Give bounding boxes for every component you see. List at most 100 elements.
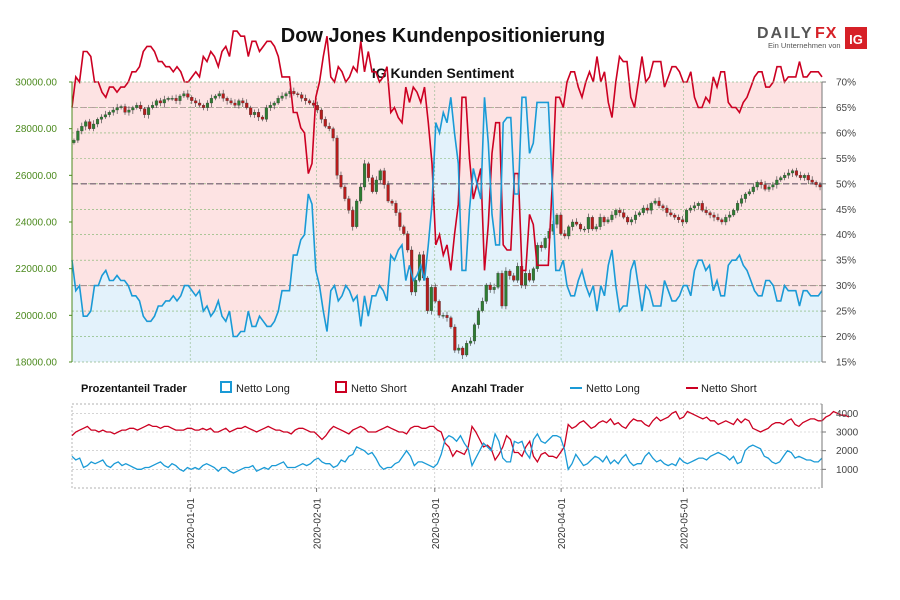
- candle-body: [606, 219, 610, 223]
- candle-body: [92, 123, 96, 129]
- candle-body: [233, 102, 237, 106]
- legend-count-title: Anzahl Trader: [451, 383, 524, 395]
- candle-body: [323, 119, 327, 127]
- candle-body: [763, 184, 767, 190]
- candle-body: [245, 102, 249, 108]
- candle-body: [688, 207, 692, 211]
- candle-body: [720, 219, 724, 223]
- candle-body: [217, 93, 221, 97]
- candle-body: [594, 226, 598, 230]
- candle-body: [378, 170, 382, 181]
- candle-body: [524, 273, 528, 286]
- candle-body: [645, 207, 649, 211]
- candle-body: [818, 184, 822, 188]
- candle-body: [441, 315, 445, 317]
- count-tick-1: 2000: [836, 446, 859, 457]
- legend: Prozentanteil Trader Netto Long Netto Sh…: [81, 381, 757, 395]
- candle-body: [335, 137, 339, 176]
- candle-body: [343, 186, 347, 199]
- candle-body: [633, 214, 638, 220]
- candle-body: [739, 198, 744, 204]
- date-tick-2: 2020-03-01: [431, 498, 442, 550]
- candle-body: [488, 284, 492, 290]
- candle-body: [127, 109, 131, 113]
- candle-body: [292, 91, 296, 94]
- logo-tagline: Ein Unternehmen von: [768, 41, 841, 50]
- candle-body: [347, 198, 351, 211]
- candle-body: [386, 184, 390, 202]
- candle-body: [111, 109, 115, 113]
- candle-body: [543, 238, 547, 248]
- date-tick-1: 2020-02-01: [313, 498, 324, 550]
- candle-body: [673, 214, 677, 218]
- candle-body: [319, 109, 323, 120]
- candle-body: [531, 268, 535, 281]
- candle-body: [359, 186, 363, 202]
- candle-body: [363, 163, 367, 188]
- candle-body: [677, 217, 681, 220]
- price-tick-6: 30000.00: [15, 78, 57, 89]
- candle-body: [186, 93, 190, 98]
- candle-body: [433, 287, 437, 302]
- count-tick-3: 4000: [836, 409, 859, 420]
- candle-body: [414, 280, 418, 293]
- candle-body: [394, 203, 398, 213]
- candle-body: [445, 315, 449, 318]
- candle-body: [154, 100, 158, 106]
- candle-body: [724, 217, 728, 223]
- percent-tick-4: 35%: [836, 256, 856, 267]
- percent-tick-8: 55%: [836, 154, 856, 165]
- candle-body: [449, 317, 453, 328]
- candle-body: [810, 179, 814, 183]
- date-tick-0: 2020-01-01: [186, 498, 197, 550]
- candle-body: [685, 210, 689, 223]
- candle-body: [767, 186, 771, 190]
- candle-body: [311, 102, 316, 106]
- price-tick-3: 24000.00: [15, 218, 57, 229]
- price-tick-4: 26000.00: [15, 171, 57, 182]
- candle-body: [327, 126, 331, 129]
- candle-body: [465, 343, 469, 356]
- candle-body: [692, 205, 696, 209]
- candle-body: [732, 210, 736, 216]
- candle-body: [249, 107, 253, 115]
- candle-body: [512, 275, 516, 281]
- candle-body: [107, 112, 111, 115]
- candle-body: [315, 105, 319, 111]
- candle-body: [135, 105, 139, 108]
- candle-body: [771, 184, 775, 188]
- candle-body: [476, 310, 480, 325]
- price-tick-0: 18000.00: [15, 358, 57, 369]
- candle-body: [225, 98, 229, 101]
- candle-body: [150, 105, 155, 108]
- candle-body: [119, 106, 123, 108]
- candle-body: [484, 284, 488, 302]
- candle-body: [190, 97, 194, 101]
- candle-body: [610, 214, 614, 220]
- candle-body: [755, 182, 759, 188]
- candle-body: [622, 212, 626, 218]
- candle-body: [162, 99, 166, 104]
- candle-body: [84, 121, 88, 127]
- candle-body: [500, 273, 504, 307]
- price-tick-5: 28000.00: [15, 124, 57, 135]
- candle-body: [331, 128, 335, 139]
- candle-body: [429, 287, 433, 311]
- candle-body: [406, 233, 410, 251]
- date-tick-4: 2020-05-01: [679, 498, 690, 550]
- candle-body: [374, 179, 378, 192]
- candle-body: [76, 130, 80, 141]
- candle-body: [665, 207, 669, 213]
- net-short-count-line: [71, 410, 850, 464]
- candle-body: [759, 182, 763, 185]
- long-zone-bg: [72, 97, 822, 363]
- candle-body: [213, 95, 217, 99]
- legend-percent-short-swatch: [335, 381, 347, 393]
- count-tick-0: 1000: [836, 465, 859, 476]
- candle-body: [712, 214, 716, 218]
- chart-title: Dow Jones Kundenpositionierung: [281, 25, 605, 47]
- candle-body: [398, 212, 402, 227]
- candle-body: [221, 93, 225, 99]
- candle-body: [256, 112, 261, 118]
